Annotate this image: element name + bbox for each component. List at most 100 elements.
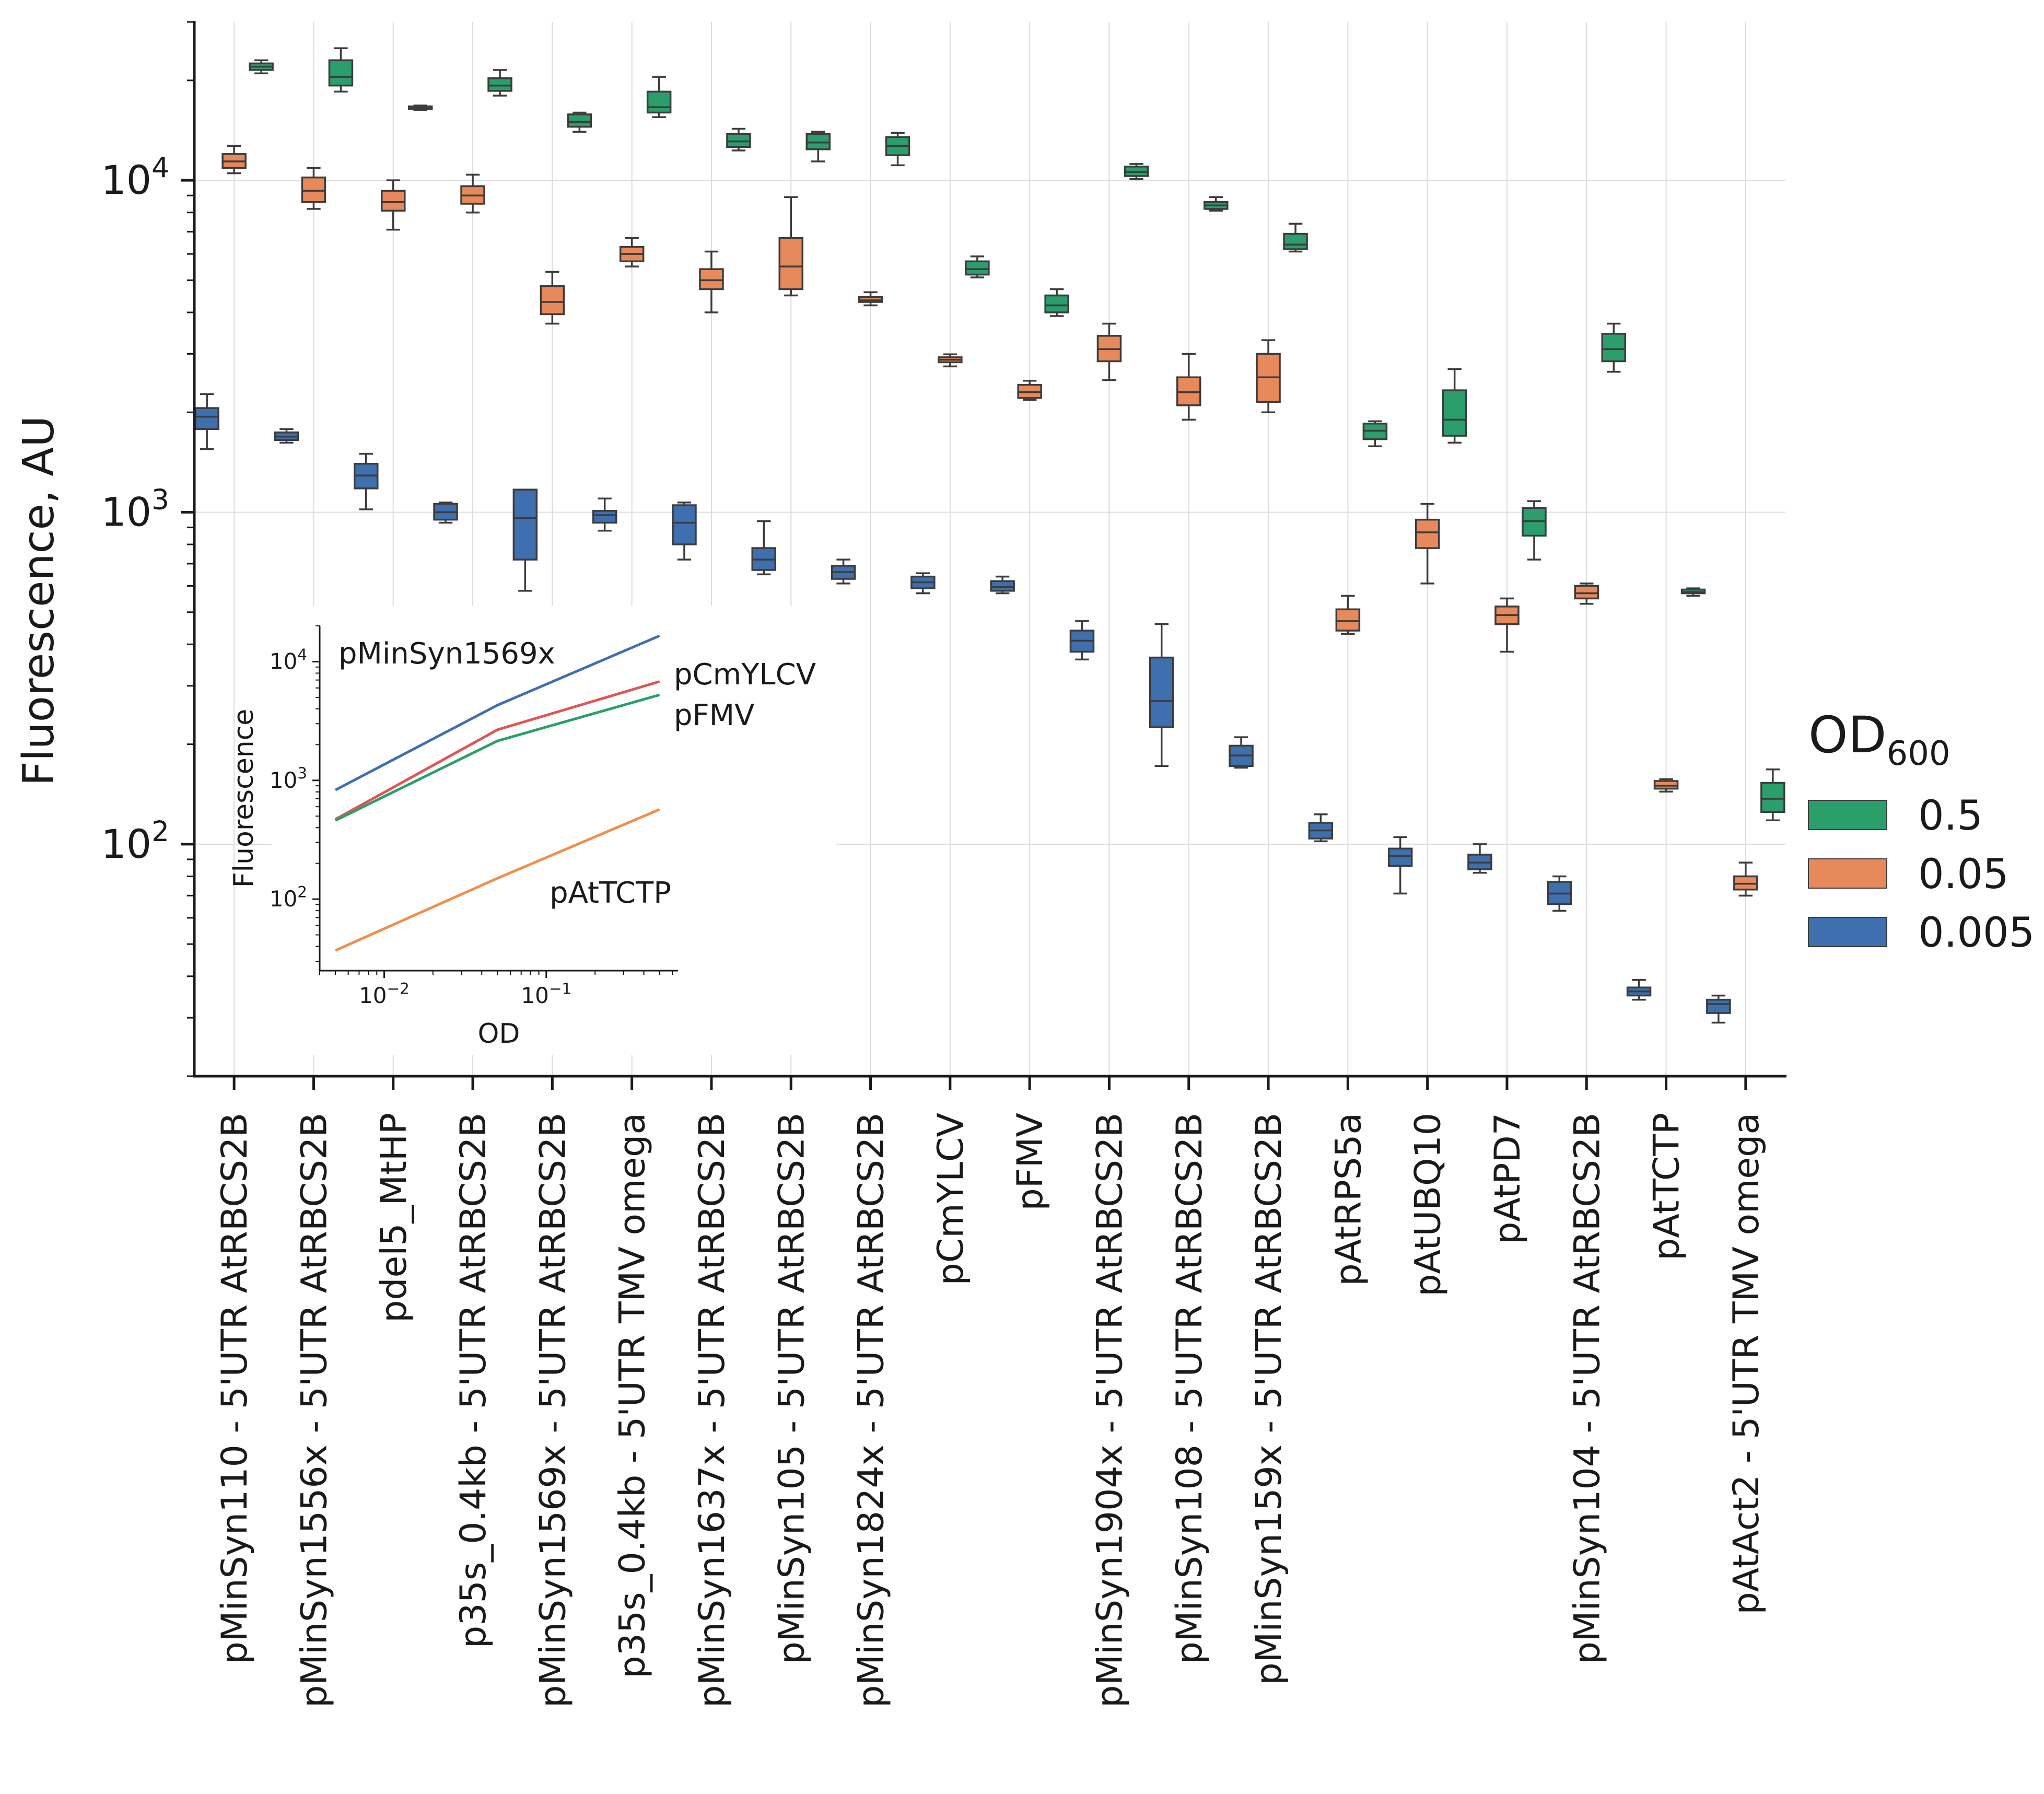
box-plot: [885, 132, 910, 167]
box-body: [1415, 518, 1440, 549]
box-body: [1283, 232, 1308, 250]
x-tick-label: pAtUBQ10: [1408, 1113, 1449, 1297]
inset-x-tick-label: 10−1: [521, 980, 571, 1008]
y-tick-label: 103: [101, 484, 169, 535]
box-body: [328, 59, 354, 87]
x-tick-label: p35s_0.4kb - 5'UTR AtRBCS2B: [453, 1113, 494, 1648]
inset-series-line: [334, 680, 660, 821]
box-body: [1149, 656, 1174, 728]
legend-label: 0.5: [1918, 793, 1983, 840]
box-plot: [540, 271, 565, 325]
box-plot: [433, 502, 458, 524]
box-body: [699, 268, 724, 290]
box-plot: [619, 237, 645, 267]
box-plot: [487, 69, 512, 97]
box-plot: [751, 520, 776, 576]
x-tick-label: pAtPD7: [1487, 1113, 1528, 1244]
inset-x-tick-label: 10−2: [359, 980, 410, 1008]
legend-label: 0.005: [1918, 910, 2035, 957]
x-tick-label: pMinSyn1637x - 5'UTR AtRBCS2B: [692, 1113, 733, 1708]
box-body: [1442, 389, 1467, 437]
y-tick-label: 104: [101, 152, 169, 203]
y-tick-labels: 102 103 104: [101, 152, 169, 867]
box-plot: [910, 572, 936, 595]
box-plot: [1308, 813, 1334, 843]
grid: [194, 22, 1785, 1076]
box-plot: [221, 145, 247, 174]
box-plot: [1733, 861, 1758, 897]
box-plot: [646, 76, 672, 118]
legend: OD600 0.5 0.05 0.005: [1808, 706, 2035, 957]
box-plot: [567, 111, 592, 133]
box-body: [646, 90, 672, 114]
inset-series-line: [334, 693, 660, 822]
x-tick-label: pMinSyn1904x - 5'UTR AtRBCS2B: [1089, 1113, 1130, 1708]
x-tick-label: pMinSyn159x - 5'UTR AtRBCS2B: [1248, 1113, 1290, 1685]
box-body: [1601, 333, 1626, 363]
box-plot: [699, 250, 724, 313]
x-tick-label: pAtAct2 - 5'UTR TMV omega: [1726, 1113, 1767, 1615]
box-plot: [1415, 503, 1440, 585]
box-plot: [1362, 420, 1388, 448]
box-plot: [328, 47, 354, 93]
box-plot: [1467, 843, 1492, 874]
box-plot: [1069, 620, 1095, 661]
box-plot: [1283, 223, 1308, 253]
box-body: [1706, 998, 1731, 1014]
box-body: [1760, 782, 1785, 813]
legend-swatch: [1808, 917, 1887, 947]
box-plot: [1096, 322, 1122, 381]
box-plot: [1494, 597, 1520, 653]
box-body: [672, 504, 697, 545]
x-tick-label: pMinSyn1824x - 5'UTR AtRBCS2B: [851, 1113, 892, 1708]
x-tick-label: pMinSyn108 - 5'UTR AtRBCS2B: [1169, 1113, 1210, 1664]
x-tick-label: pAtTCTP: [1646, 1113, 1688, 1261]
box-plot: [1574, 583, 1599, 605]
box-plot: [1256, 339, 1281, 414]
box-body: [1044, 294, 1069, 313]
x-tick-label: pdel5_MtHP: [373, 1113, 415, 1323]
box-body: [1335, 608, 1361, 632]
box-body: [778, 237, 803, 290]
box-plot: [672, 502, 697, 561]
legend-swatch: [1808, 800, 1887, 830]
box-plot: [990, 575, 1015, 595]
box-plot: [354, 452, 379, 510]
box-plot: [381, 179, 406, 231]
x-tick-label: p35s_0.4kb - 5'UTR TMV omega: [612, 1113, 653, 1679]
box-body: [965, 260, 990, 276]
box-plot: [831, 558, 856, 585]
box-plot: [965, 255, 990, 278]
box-plot: [1706, 994, 1731, 1024]
inset-series-line: [335, 808, 660, 952]
box-plot: [726, 127, 751, 152]
inset-y-tick-label: 103: [270, 764, 307, 793]
box-plots: [194, 47, 1785, 1024]
box-body: [381, 190, 406, 212]
box-body: [592, 510, 617, 524]
legend-swatch: [1808, 858, 1887, 889]
inset-y-tick-label: 102: [270, 883, 307, 912]
x-tick-label: pAtRPS5a: [1328, 1113, 1369, 1286]
x-tick-label: pMinSyn105 - 5'UTR AtRBCS2B: [771, 1113, 812, 1664]
box-body: [301, 176, 326, 203]
inset-y-axis-label: Fluorescence: [228, 709, 260, 888]
x-tick-label: pMinSyn1556x - 5'UTR AtRBCS2B: [294, 1113, 335, 1708]
x-tick-label: pFMV: [1010, 1113, 1051, 1210]
box-plot: [1387, 836, 1413, 895]
box-plot: [1176, 353, 1201, 421]
box-plot: [1760, 768, 1785, 821]
box-plot: [1442, 368, 1467, 444]
box-body: [194, 407, 219, 430]
box-plot: [194, 393, 219, 450]
box-plot: [778, 196, 803, 297]
box-plot: [274, 428, 299, 444]
box-plot: [1601, 322, 1626, 373]
box-plot: [1547, 875, 1572, 912]
box-body: [487, 77, 512, 92]
inset-series-label: pCmYLCV: [674, 658, 816, 692]
box-plot: [1680, 587, 1706, 597]
inset-chart: 102 103 104 10−2 10−1OD Fluorescence pMinSyn15…: [228, 606, 836, 1055]
box-body: [1387, 847, 1413, 867]
